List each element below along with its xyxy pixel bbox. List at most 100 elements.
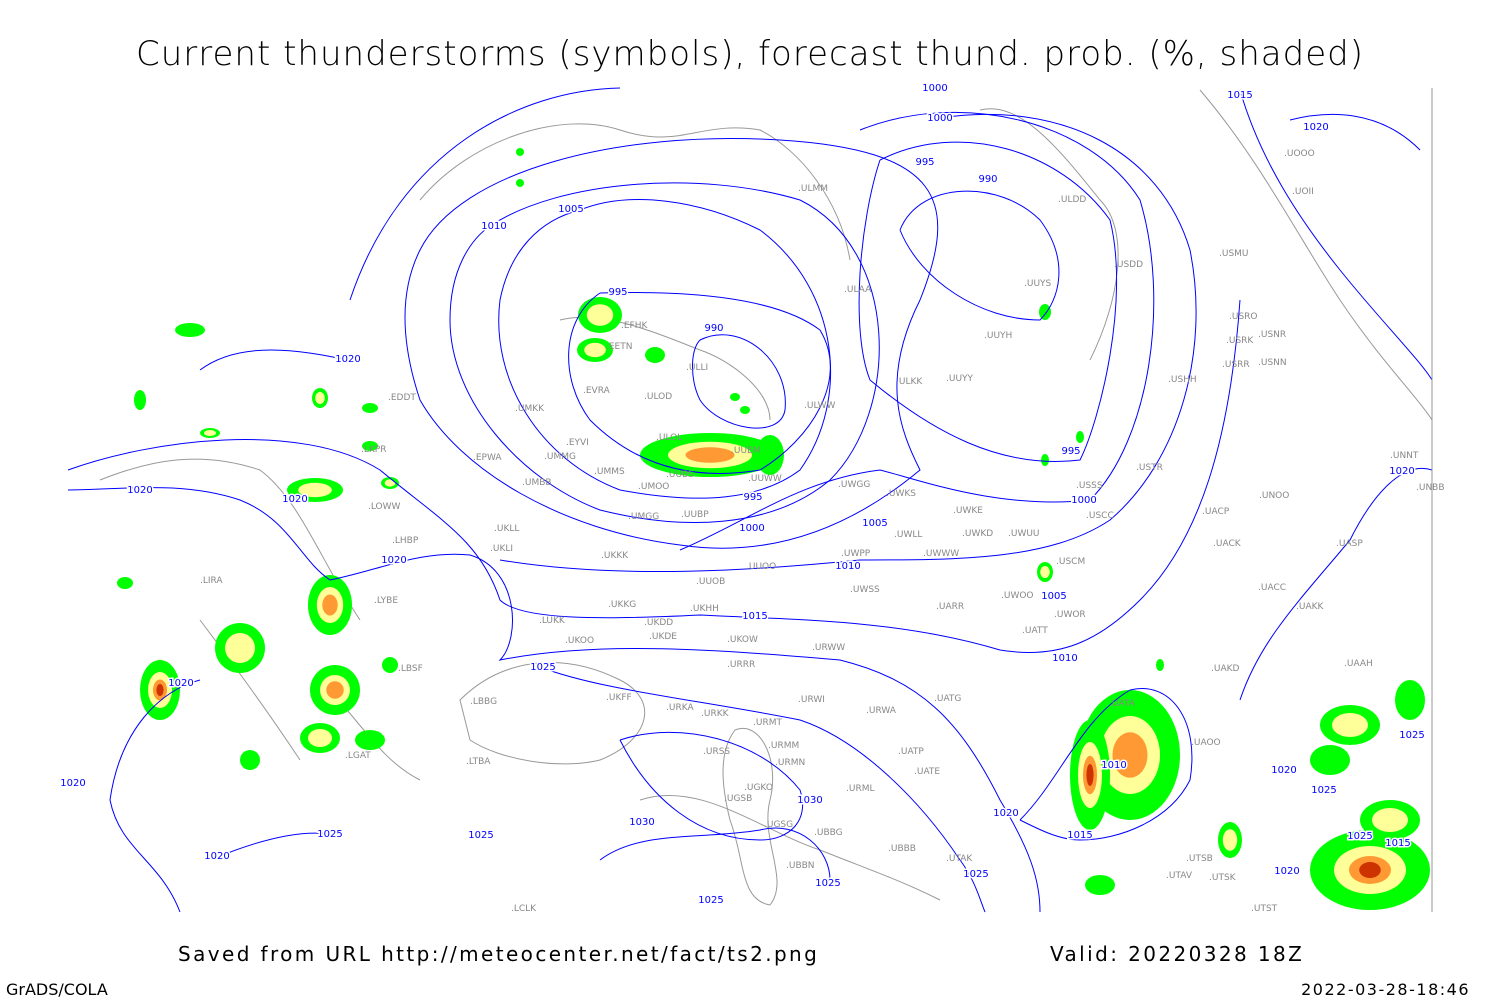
station-label: .USDD: [1114, 260, 1143, 270]
isobar-line: [1289, 113, 1421, 151]
station-label: .UUOB: [696, 577, 725, 587]
station-label: .UMOO: [638, 482, 669, 492]
station-label: .UUOO: [746, 562, 776, 572]
station-label: .UKDD: [644, 618, 673, 628]
station-label: .URMN: [775, 758, 805, 768]
isobar-label: 1025: [317, 829, 342, 840]
isobar-label: 1020: [168, 678, 193, 689]
station-label: .UWKD: [962, 529, 993, 539]
storm-prob-area-mid: [204, 430, 216, 436]
isobar-label: 1000: [739, 523, 764, 534]
storm-prob-area: [1076, 431, 1084, 443]
station-label: .UKKK: [601, 551, 629, 561]
storm-prob-area: [730, 393, 740, 401]
storm-prob-area-mid: [1040, 566, 1050, 578]
station-label: .EETN: [606, 342, 632, 352]
station-label: .URMT: [753, 718, 782, 728]
storm-prob-area-mid: [1332, 713, 1368, 737]
isobar-label: 1020: [204, 851, 229, 862]
station-label: .UAKK: [1296, 602, 1325, 612]
isobar-label: 1005: [558, 204, 583, 215]
storm-prob-area: [740, 406, 750, 414]
isobar-label: 1020: [1271, 765, 1296, 776]
isobar-label: 1020: [1274, 866, 1299, 877]
station-label: .UACP: [1202, 507, 1230, 517]
storm-prob-area: [1041, 454, 1049, 466]
station-label: .USSS: [1076, 481, 1103, 491]
isobar-label: 990: [978, 174, 997, 185]
station-label: .UACC: [1258, 583, 1286, 593]
storm-prob-area: [1039, 304, 1051, 320]
coastline: [639, 794, 941, 901]
station-label: .UNBB: [1416, 483, 1445, 493]
station-label: .URML: [846, 784, 874, 794]
coastline: [99, 458, 361, 621]
isobar-label: 1025: [963, 869, 988, 880]
station-label: .ULMM: [798, 184, 828, 194]
storm-prob-area: [1156, 659, 1164, 671]
coastline: [722, 727, 778, 906]
station-label: .UTAK: [946, 854, 973, 864]
isobar-label: 995: [608, 287, 627, 298]
source-url-text: Saved from URL http://meteocenter.net/fa…: [178, 942, 820, 966]
storm-prob-area: [362, 441, 378, 451]
isobar-label: 1025: [530, 662, 555, 673]
storm-prob-area-mid: [298, 482, 332, 498]
station-label: .UWSS: [850, 585, 880, 595]
station-label: .URRR: [727, 660, 755, 670]
storm-prob-area-mid: [315, 392, 325, 404]
station-label: .ULWW: [804, 401, 836, 411]
station-label: .UMMS: [594, 467, 625, 477]
storm-prob-area-high: [685, 447, 735, 463]
station-label: .UUWW: [748, 474, 782, 484]
station-label: .ULKK: [896, 377, 923, 387]
isobar-label: 995: [915, 157, 934, 168]
isobar-label: 1010: [1052, 653, 1077, 664]
station-label: .UWLL: [894, 530, 922, 540]
isobar-label: 1030: [797, 795, 822, 806]
isobar-label: 1025: [815, 878, 840, 889]
station-label: .LTBA: [466, 757, 491, 767]
station-label: .UATA: [1109, 699, 1136, 709]
station-label: .ULAA: [844, 285, 872, 295]
isobar-label: 1020: [993, 808, 1018, 819]
isobars: [67, 87, 1433, 913]
station-label: .UKKG: [608, 600, 636, 610]
isobar-label: 1010: [1101, 760, 1126, 771]
station-label: .UOOO: [1284, 149, 1315, 159]
storm-prob-area: [516, 148, 524, 156]
station-label: .UGSG: [764, 820, 793, 830]
station-label: .UKLI: [490, 544, 513, 554]
station-label: .UUYH: [984, 331, 1012, 341]
isobar-label: 1010: [835, 561, 860, 572]
isobar-line: [109, 679, 331, 913]
station-label: .UMMG: [544, 452, 576, 462]
station-label: .LYBE: [374, 596, 398, 606]
station-label: .UUEM: [731, 446, 761, 456]
station-label: .UBBB: [888, 844, 916, 854]
isobar-line: [67, 349, 1041, 913]
generated-timestamp: 2022-03-28-18:46: [1301, 980, 1470, 999]
station-label: .UWUU: [1008, 529, 1040, 539]
isobar-line: [1239, 89, 1433, 381]
station-label: .LCLK: [511, 904, 537, 914]
station-label: .UGSB: [724, 794, 752, 804]
storm-prob-area: [516, 179, 524, 187]
thunderstorm-probability-shading: [117, 148, 1430, 910]
station-label: .EYVI: [566, 438, 589, 448]
station-label: .EPWA: [473, 453, 502, 463]
isobar-line: [1019, 688, 1193, 841]
station-label: .LUKK: [539, 616, 566, 626]
station-label: .LHBP: [392, 536, 419, 546]
storm-prob-area: [240, 750, 260, 770]
storm-prob-area-max: [1086, 764, 1094, 786]
station-label: .UMKK: [515, 404, 545, 414]
station-label: .USCM: [1056, 557, 1085, 567]
station-label: .UKOO: [565, 636, 594, 646]
isobar-label: 1025: [698, 895, 723, 906]
isobar-label: 1020: [1389, 466, 1414, 477]
station-label: .LBBG: [470, 697, 497, 707]
isobar-line: [539, 666, 986, 913]
coastline: [419, 123, 851, 261]
station-label: .URMM: [768, 741, 799, 751]
